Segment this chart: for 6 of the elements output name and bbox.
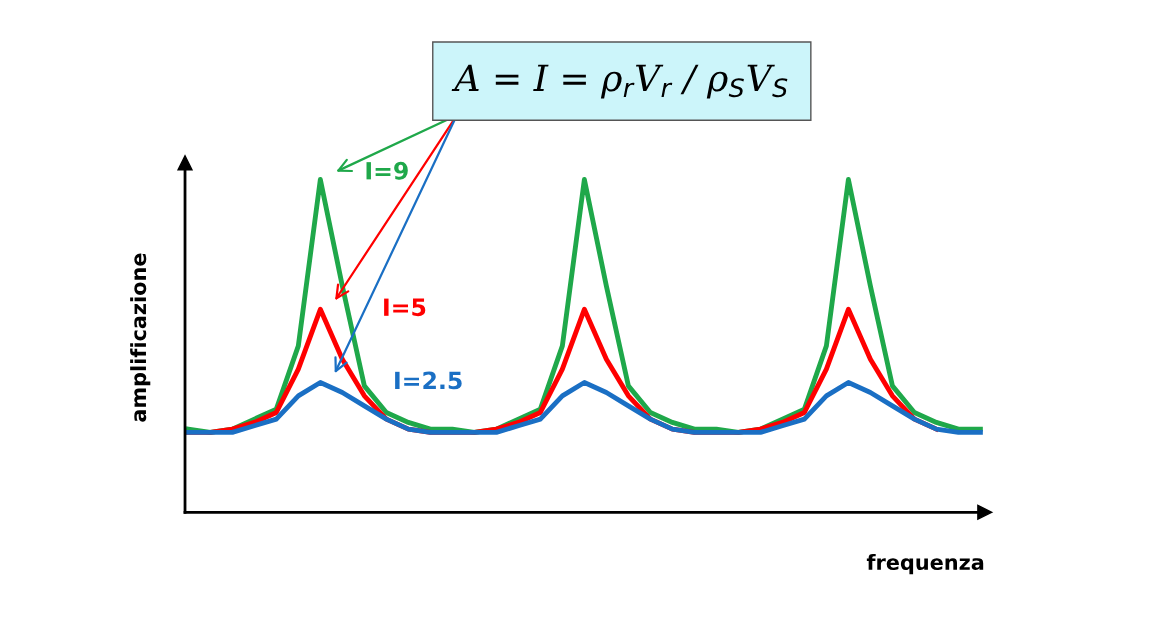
x-axis-title: frequenza — [866, 553, 984, 575]
legend-label: I=2.5 — [395, 371, 462, 390]
legend-label: I=5 — [384, 298, 426, 317]
y-axis-title: amplificazione — [130, 253, 151, 422]
text: A = I = ρ$_{r}$V$_{r}$ / ρ$_{S}$V$_{S}$ — [451, 64, 788, 99]
legend-label: I=9 — [366, 161, 408, 180]
